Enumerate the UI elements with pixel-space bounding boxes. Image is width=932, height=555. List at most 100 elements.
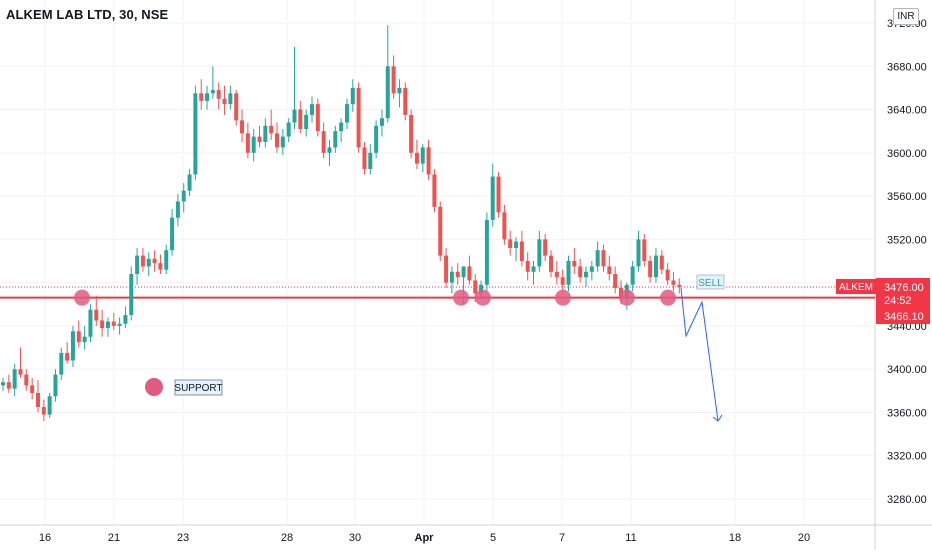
- candle[interactable]: [298, 100, 303, 134]
- candle[interactable]: [158, 254, 163, 274]
- candle[interactable]: [496, 172, 501, 218]
- candle[interactable]: [24, 369, 29, 391]
- candle[interactable]: [403, 82, 408, 121]
- candle[interactable]: [350, 79, 355, 112]
- candle[interactable]: [589, 261, 594, 281]
- candle[interactable]: [135, 248, 140, 285]
- currency-badge[interactable]: INR: [893, 8, 919, 25]
- projection-arrow[interactable]: [680, 287, 719, 422]
- candle[interactable]: [321, 122, 326, 159]
- candle[interactable]: [333, 125, 338, 153]
- candle[interactable]: [269, 109, 274, 140]
- candle[interactable]: [30, 377, 35, 400]
- price-axis[interactable]: 3280.003320.003360.003400.003440.003520.…: [836, 18, 930, 506]
- candle[interactable]: [584, 266, 588, 287]
- candle[interactable]: [6, 374, 11, 393]
- candle[interactable]: [263, 118, 268, 148]
- candle[interactable]: [549, 250, 554, 278]
- candle[interactable]: [362, 142, 367, 175]
- candle[interactable]: [572, 248, 577, 274]
- candle[interactable]: [164, 244, 169, 274]
- candle[interactable]: [397, 79, 402, 108]
- candle[interactable]: [140, 248, 145, 272]
- candle[interactable]: [339, 118, 344, 142]
- candles[interactable]: [1, 25, 682, 422]
- candle[interactable]: [170, 209, 175, 256]
- candle[interactable]: [210, 66, 215, 99]
- candle[interactable]: [94, 295, 99, 326]
- candle[interactable]: [543, 233, 548, 261]
- candle[interactable]: [327, 139, 332, 166]
- candle[interactable]: [578, 258, 583, 283]
- candle[interactable]: [502, 204, 507, 245]
- candle[interactable]: [129, 266, 134, 321]
- candle[interactable]: [199, 79, 204, 110]
- candle[interactable]: [391, 55, 396, 99]
- candle[interactable]: [368, 144, 373, 175]
- candle[interactable]: [642, 233, 647, 267]
- candle[interactable]: [414, 139, 419, 170]
- candle[interactable]: [560, 269, 565, 294]
- candle[interactable]: [234, 90, 239, 126]
- candle[interactable]: [245, 122, 250, 159]
- time-axis[interactable]: 16 21 23 28 30 Apr 5 7 11 18 20: [39, 532, 810, 544]
- candle[interactable]: [630, 261, 635, 292]
- candle[interactable]: [70, 325, 75, 368]
- candle[interactable]: [65, 342, 70, 364]
- candle[interactable]: [286, 118, 291, 142]
- candle[interactable]: [665, 263, 670, 285]
- candle[interactable]: [105, 317, 110, 337]
- candle[interactable]: [484, 212, 489, 292]
- candle[interactable]: [315, 98, 320, 137]
- candle[interactable]: [525, 252, 530, 281]
- candle[interactable]: [257, 125, 262, 148]
- candle[interactable]: [455, 263, 460, 285]
- candle[interactable]: [304, 109, 309, 137]
- candle[interactable]: [514, 237, 519, 261]
- candle[interactable]: [344, 98, 349, 130]
- candle[interactable]: [123, 306, 128, 329]
- candle[interactable]: [607, 255, 612, 281]
- candle[interactable]: [409, 109, 414, 159]
- candle[interactable]: [677, 278, 682, 294]
- candle[interactable]: [601, 244, 606, 272]
- candle[interactable]: [449, 266, 454, 294]
- candle[interactable]: [385, 25, 390, 123]
- candle[interactable]: [146, 252, 151, 277]
- candle[interactable]: [100, 309, 105, 337]
- candle[interactable]: [222, 85, 227, 115]
- candle[interactable]: [438, 201, 443, 262]
- candle[interactable]: [595, 241, 600, 272]
- candle[interactable]: [309, 96, 314, 123]
- candle[interactable]: [275, 122, 280, 153]
- candle[interactable]: [187, 169, 192, 197]
- candle[interactable]: [648, 255, 653, 283]
- candle[interactable]: [374, 120, 379, 159]
- candle[interactable]: [18, 347, 23, 378]
- candle[interactable]: [193, 85, 198, 180]
- candle[interactable]: [181, 183, 186, 213]
- candle[interactable]: [82, 325, 87, 350]
- candle[interactable]: [613, 266, 618, 294]
- candle[interactable]: [653, 248, 658, 283]
- candle[interactable]: [111, 312, 116, 331]
- candle[interactable]: [467, 255, 472, 285]
- candle[interactable]: [175, 193, 180, 227]
- candle[interactable]: [53, 369, 58, 402]
- candle[interactable]: [636, 230, 641, 272]
- candle[interactable]: [59, 347, 64, 380]
- candle[interactable]: [432, 169, 437, 213]
- candle[interactable]: [356, 82, 361, 153]
- candle[interactable]: [659, 250, 664, 274]
- candle[interactable]: [444, 248, 449, 289]
- candle[interactable]: [205, 85, 210, 110]
- candle[interactable]: [88, 304, 93, 343]
- candle[interactable]: [117, 317, 122, 335]
- candle[interactable]: [251, 129, 256, 162]
- candle[interactable]: [12, 363, 17, 397]
- candle[interactable]: [76, 320, 81, 348]
- candle[interactable]: [152, 250, 157, 272]
- candle[interactable]: [537, 230, 542, 272]
